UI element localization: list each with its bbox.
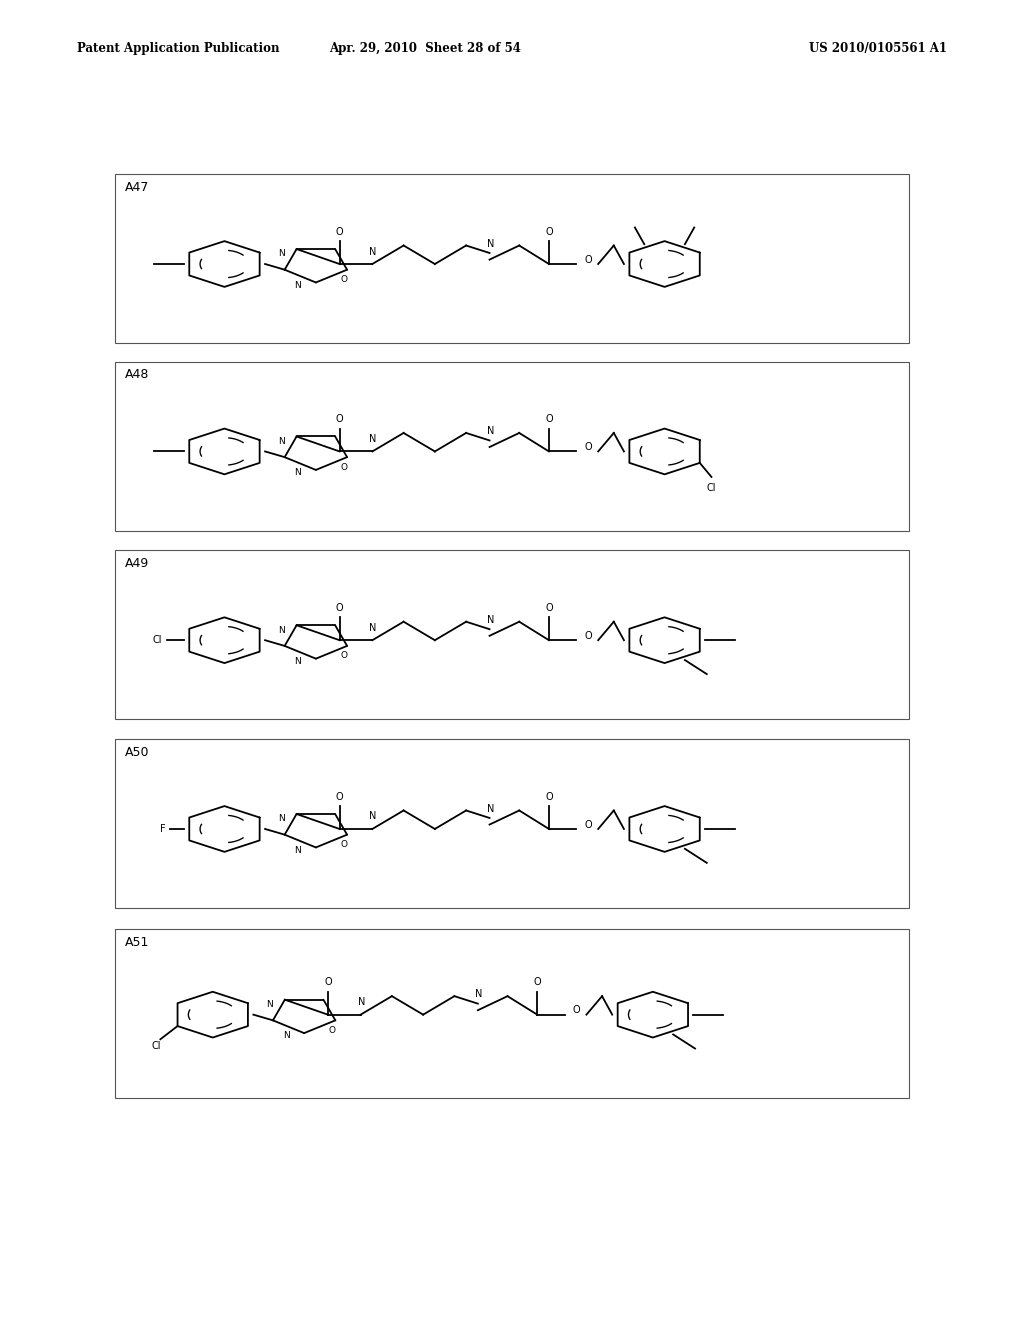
Text: F: F xyxy=(160,824,166,834)
Text: O: O xyxy=(545,227,553,236)
Text: Cl: Cl xyxy=(153,635,162,645)
Text: N: N xyxy=(295,281,301,290)
Bar xyxy=(115,929,909,1098)
Text: N: N xyxy=(486,804,494,813)
Text: N: N xyxy=(279,437,285,446)
Text: O: O xyxy=(545,603,553,612)
Text: O: O xyxy=(585,255,592,264)
Text: O: O xyxy=(585,631,592,640)
Text: O: O xyxy=(534,977,541,987)
Text: O: O xyxy=(336,603,343,612)
Text: A50: A50 xyxy=(125,746,150,759)
Text: O: O xyxy=(329,1026,336,1035)
Text: A48: A48 xyxy=(125,368,150,381)
Text: O: O xyxy=(340,462,347,471)
Text: O: O xyxy=(324,977,332,987)
Text: N: N xyxy=(295,657,301,667)
Text: US 2010/0105561 A1: US 2010/0105561 A1 xyxy=(809,42,947,54)
Text: Patent Application Publication: Patent Application Publication xyxy=(77,42,280,54)
Text: O: O xyxy=(340,275,347,284)
Text: O: O xyxy=(340,840,347,849)
Text: A49: A49 xyxy=(125,557,150,570)
Text: N: N xyxy=(266,1001,273,1008)
Text: Cl: Cl xyxy=(707,483,716,492)
Text: O: O xyxy=(545,792,553,801)
Text: A47: A47 xyxy=(125,181,150,194)
Text: N: N xyxy=(370,812,377,821)
Text: N: N xyxy=(357,997,366,1007)
Bar xyxy=(115,739,909,908)
Text: N: N xyxy=(486,615,494,624)
Bar xyxy=(115,550,909,719)
Text: N: N xyxy=(279,249,285,259)
Bar xyxy=(115,174,909,343)
Text: Apr. 29, 2010  Sheet 28 of 54: Apr. 29, 2010 Sheet 28 of 54 xyxy=(329,42,521,54)
Text: O: O xyxy=(572,1006,581,1015)
Text: N: N xyxy=(283,1031,290,1040)
Text: N: N xyxy=(486,239,494,248)
Text: N: N xyxy=(295,846,301,855)
Text: N: N xyxy=(370,623,377,632)
Text: N: N xyxy=(475,989,482,999)
Text: Cl: Cl xyxy=(152,1041,161,1052)
Text: O: O xyxy=(336,414,343,424)
Text: O: O xyxy=(336,227,343,236)
Text: N: N xyxy=(295,469,301,478)
Text: A51: A51 xyxy=(125,936,150,949)
Text: O: O xyxy=(585,442,592,451)
Text: N: N xyxy=(279,626,285,635)
Text: O: O xyxy=(585,820,592,829)
Text: N: N xyxy=(370,247,377,256)
Text: N: N xyxy=(279,814,285,824)
Text: O: O xyxy=(336,792,343,801)
Text: O: O xyxy=(340,651,347,660)
Text: O: O xyxy=(545,414,553,424)
Bar xyxy=(115,362,909,531)
Text: N: N xyxy=(370,434,377,444)
Text: N: N xyxy=(486,426,494,436)
